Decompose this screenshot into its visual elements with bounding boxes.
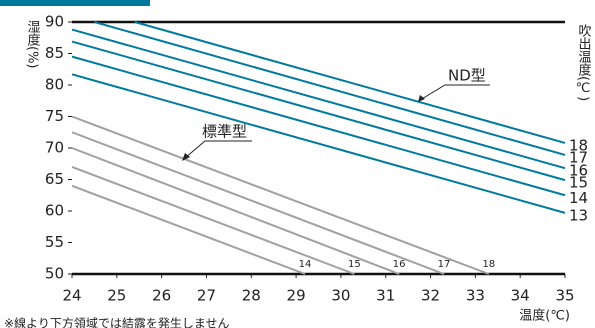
line: [71, 73, 566, 214]
y-tick-label: 65: [45, 170, 64, 188]
x-tick-label: 24: [62, 287, 81, 305]
y-axis-label: 湿度(%): [25, 20, 41, 69]
y-tick-label: 90: [45, 13, 64, 31]
header-tab: [0, 0, 150, 6]
series-label: 18: [569, 136, 588, 154]
x-tick-label: 30: [331, 287, 350, 305]
series-label: 16: [393, 259, 406, 270]
series-label: 15: [569, 174, 588, 192]
x-tick-label: 25: [107, 287, 126, 305]
series-label: 17: [438, 259, 451, 270]
y-tick-label: 80: [45, 76, 64, 94]
y2-axis-label: 吹出温度(℃): [576, 24, 592, 101]
x-tick-label: 31: [376, 287, 395, 305]
series-label: 14: [569, 189, 588, 207]
series-label: 15: [348, 259, 361, 270]
line: [71, 40, 566, 182]
note: ※線より下方領域では結露を発生しません: [4, 316, 229, 328]
y-tick-label: 75: [45, 107, 64, 125]
x-tick-label: 27: [197, 287, 216, 305]
x-tick-label: 33: [466, 287, 485, 305]
annotation: 標準型: [202, 123, 247, 141]
line: [94, 21, 566, 156]
series-label: 17: [569, 148, 588, 166]
line: [71, 184, 306, 275]
y-tick-label: 55: [45, 233, 64, 251]
line: [71, 165, 355, 275]
annotation-leader: [184, 140, 252, 159]
series-label: 13: [569, 206, 588, 224]
x-axis-label: 温度(℃): [519, 308, 570, 324]
annotation: ND型: [448, 67, 486, 85]
arrowhead: [182, 153, 190, 161]
line: [71, 131, 445, 275]
series-label: 14: [299, 259, 312, 270]
line: [71, 147, 400, 275]
x-tick-label: 26: [152, 287, 171, 305]
x-tick-label: 32: [421, 287, 440, 305]
x-tick-label: 35: [555, 287, 574, 305]
line: [134, 21, 566, 144]
annotation-leader: [419, 84, 490, 101]
y-tick-label: 60: [45, 202, 64, 220]
line: [71, 115, 490, 275]
y-tick-label: 50: [45, 265, 64, 283]
x-tick-label: 28: [242, 287, 261, 305]
arrowhead: [418, 95, 425, 102]
x-tick-label: 29: [287, 287, 306, 305]
line: [71, 28, 566, 170]
series-label: 18: [482, 259, 495, 270]
x-tick-label: 34: [511, 287, 530, 305]
y-tick-label: 70: [45, 139, 64, 157]
y-tick-label: 85: [45, 44, 64, 62]
line: [71, 55, 566, 197]
series-label: 16: [569, 162, 588, 180]
